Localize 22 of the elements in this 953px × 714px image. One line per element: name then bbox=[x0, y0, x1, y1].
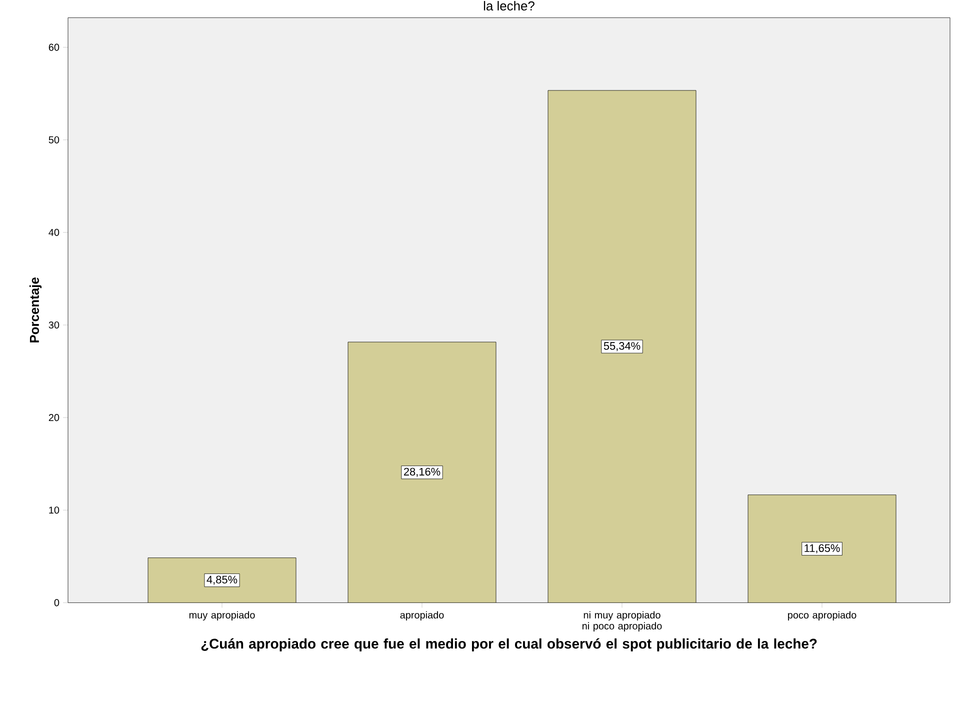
x-tick-label: apropiado bbox=[400, 611, 444, 621]
y-tick-label: 10 bbox=[49, 506, 60, 514]
data-label: 28,16% bbox=[404, 468, 440, 478]
x-tick-label: poco apropiado bbox=[788, 611, 856, 621]
bar bbox=[148, 558, 296, 603]
y-tick-label: 20 bbox=[48, 414, 60, 422]
y-tick-label: 0 bbox=[54, 599, 60, 606]
x-tick-label: muy apropiado bbox=[189, 611, 255, 621]
data-label: 11,65% bbox=[804, 544, 840, 554]
y-axis-title: Porcentaje bbox=[29, 278, 42, 343]
y-tick-label: 50 bbox=[48, 136, 60, 144]
data-label: 55,34% bbox=[604, 342, 640, 352]
bar bbox=[548, 90, 696, 603]
x-axis-title: ¿Cuán apropiado cree que fue el medio por el cual observó el spot publicitario de la leche? bbox=[201, 638, 817, 652]
bar bbox=[348, 342, 496, 603]
chart-title: la leche? bbox=[484, 1, 534, 11]
data-label: 4,85% bbox=[206, 576, 238, 585]
y-tick-label: 30 bbox=[48, 322, 60, 329]
y-tick-label: 60 bbox=[48, 44, 60, 51]
bar bbox=[748, 494, 896, 603]
y-tick-label: 40 bbox=[48, 229, 60, 236]
x-tick-label: ni muy apropiado ni poco apropiado bbox=[582, 611, 662, 632]
